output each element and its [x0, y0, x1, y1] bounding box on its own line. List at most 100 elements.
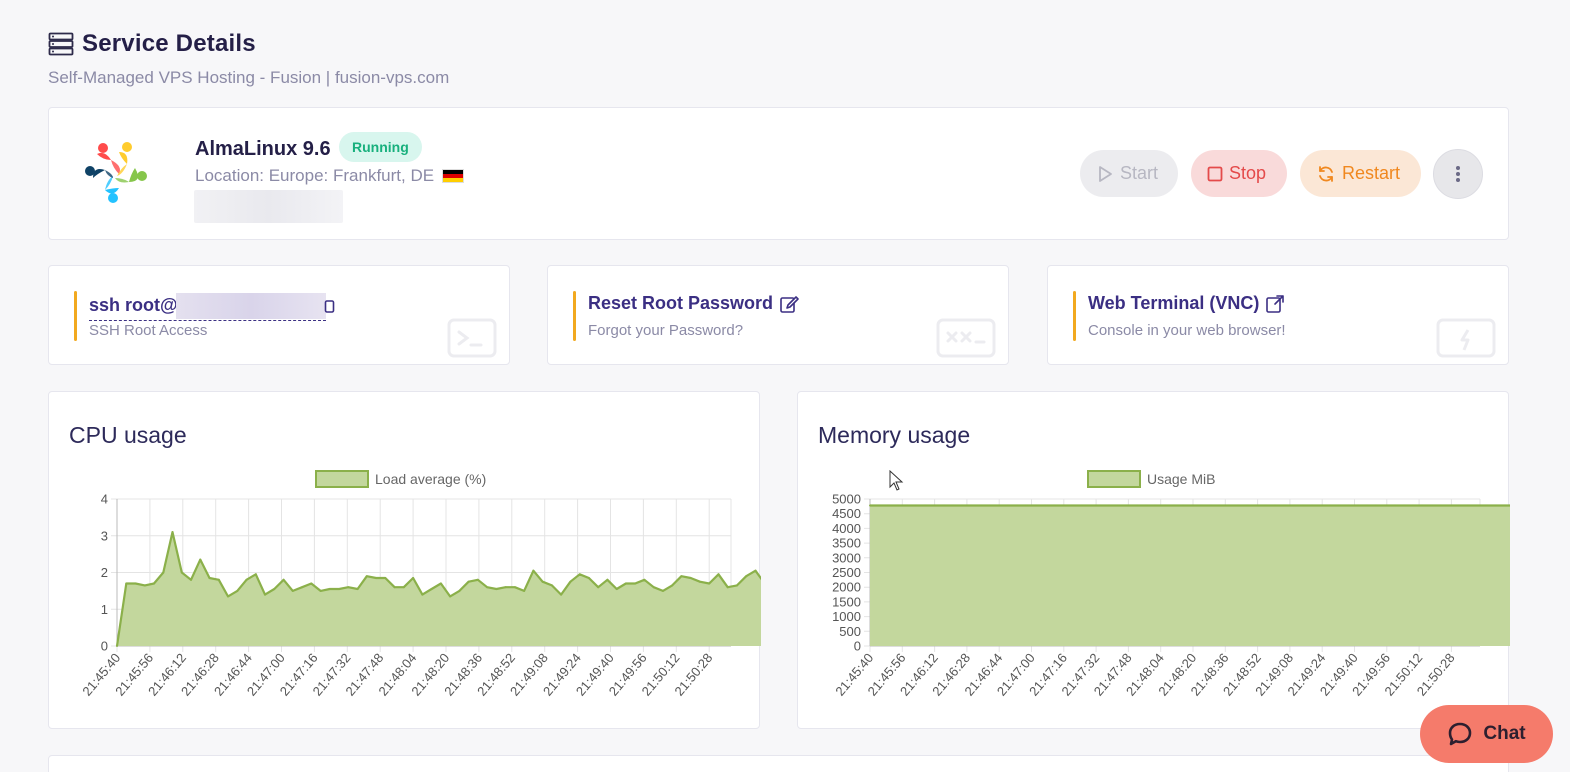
memory-point	[1053, 504, 1056, 507]
memory-point	[1430, 504, 1433, 507]
cpu-point	[745, 575, 748, 578]
start-button[interactable]: Start	[1080, 150, 1178, 197]
cpu-legend-swatch	[315, 470, 369, 488]
chat-button[interactable]: Chat	[1420, 705, 1553, 763]
cpu-point	[476, 578, 479, 581]
memory-point	[1393, 504, 1396, 507]
memory-point	[1062, 504, 1065, 507]
cpu-point	[652, 586, 655, 589]
cpu-point	[217, 578, 220, 581]
memory-point	[1089, 504, 1092, 507]
cpu-point	[319, 589, 322, 592]
cpu-point	[375, 577, 378, 579]
cpu-y-tick-label: 0	[101, 639, 108, 654]
cpu-point	[532, 569, 535, 572]
memory-point	[1025, 504, 1028, 507]
memory-point	[924, 504, 927, 507]
start-label: Start	[1120, 163, 1159, 183]
almalinux-logo	[85, 142, 147, 203]
cpu-point	[365, 575, 368, 578]
memory-y-tick-label: 4000	[832, 521, 861, 536]
next-section-card	[48, 755, 1509, 772]
service-card: AlmaLinux 9.6 Running Location: Europe: …	[48, 107, 1509, 240]
cpu-point	[153, 582, 155, 585]
cpu-point	[449, 595, 452, 598]
memory-y-tick-label: 2000	[832, 580, 861, 595]
memory-point	[1145, 504, 1148, 507]
os-name: AlmaLinux 9.6	[195, 138, 331, 160]
cpu-point	[171, 531, 174, 534]
memory-point	[1320, 504, 1323, 507]
location-text: Location: Europe: Frankfurt, DE	[195, 166, 435, 185]
cpu-point	[347, 586, 350, 589]
memory-point	[915, 504, 917, 507]
memory-y-tick-label: 0	[854, 639, 861, 654]
cpu-point	[338, 588, 341, 590]
cpu-area	[117, 532, 761, 646]
ssh-desc: SSH Root Access	[89, 322, 208, 339]
reset-password-link[interactable]: Reset Root Password	[588, 293, 799, 314]
redacted-hostname	[194, 190, 343, 223]
memory-point	[887, 504, 890, 507]
page-subtitle: Self-Managed VPS Hosting - Fusion | fusi…	[48, 68, 450, 87]
more-actions-button[interactable]	[1433, 149, 1483, 199]
memory-point	[1467, 504, 1470, 507]
cpu-point	[421, 593, 424, 596]
cpu-point	[495, 588, 498, 590]
memory-point	[1347, 504, 1350, 507]
cpu-point	[291, 589, 294, 592]
reset-password-card[interactable]: Reset Root Password Forgot your Password…	[547, 265, 1009, 365]
cpu-point	[245, 578, 248, 581]
cpu-point	[236, 589, 239, 592]
cpu-point	[273, 588, 276, 590]
cpu-point	[208, 577, 211, 579]
memory-point	[951, 504, 954, 507]
memory-chart-card: Memory usage Usage MiB 0 500 1000 1500 2000 25…	[797, 391, 1510, 729]
web-terminal-card[interactable]: Web Terminal (VNC) Console in your web b…	[1047, 265, 1509, 365]
memory-point	[1375, 504, 1378, 507]
memory-point	[1228, 504, 1230, 507]
accent-bar	[1073, 291, 1076, 341]
cpu-point	[430, 588, 433, 590]
ssh-command-link[interactable]: ssh root@	[89, 293, 336, 321]
stop-button[interactable]: Stop	[1191, 150, 1287, 197]
memory-chart: Usage MiB 0500100015002000250030003500400…	[832, 470, 1510, 699]
memory-point	[1421, 504, 1424, 507]
memory-point	[1356, 504, 1359, 507]
memory-point	[1117, 504, 1120, 507]
bolt-terminal-icon	[1436, 318, 1496, 358]
memory-line	[870, 504, 1510, 507]
password-icon	[936, 318, 996, 358]
cpu-point	[698, 580, 701, 583]
cpu-point	[606, 578, 609, 581]
web-terminal-link[interactable]: Web Terminal (VNC)	[1088, 293, 1285, 314]
ssh-access-card[interactable]: ssh root@ SSH Root Access	[48, 265, 510, 365]
cpu-point	[301, 586, 304, 589]
cpu-chart-card: CPU usage Load average (%) 0 1 2 3 4 21:45:40 2…	[48, 391, 761, 729]
memory-point	[1237, 504, 1240, 507]
memory-point	[970, 504, 973, 507]
restart-button[interactable]: Restart	[1300, 150, 1421, 197]
memory-legend-swatch	[1087, 470, 1141, 488]
germany-flag-icon	[442, 169, 465, 183]
cpu-point	[671, 584, 674, 587]
memory-y-tick-label: 1500	[832, 594, 861, 609]
cpu-point	[412, 577, 415, 579]
stop-label: Stop	[1229, 163, 1267, 183]
memory-point	[1448, 504, 1451, 507]
cpu-point	[264, 593, 266, 596]
memory-point	[1108, 504, 1111, 507]
memory-y-tick-label: 2500	[832, 565, 861, 580]
page-header: Service Details	[48, 30, 256, 58]
memory-point	[1310, 504, 1313, 507]
memory-point	[1338, 504, 1341, 507]
copy-icon[interactable]	[324, 299, 336, 315]
memory-point	[1485, 504, 1488, 507]
cpu-point	[486, 586, 489, 589]
memory-point	[1071, 504, 1074, 507]
memory-point	[1172, 504, 1175, 507]
cpu-y-tick-label: 2	[101, 565, 108, 580]
cpu-point	[402, 586, 405, 589]
cpu-point	[689, 577, 692, 579]
cpu-point	[134, 582, 137, 585]
